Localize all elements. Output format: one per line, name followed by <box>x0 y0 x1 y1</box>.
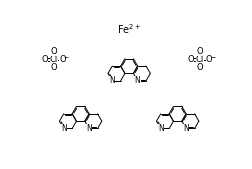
Text: −: − <box>210 54 215 59</box>
Text: O: O <box>188 55 195 64</box>
Text: O: O <box>50 47 57 56</box>
Text: O: O <box>206 55 212 64</box>
Text: Fe$^{2+}$: Fe$^{2+}$ <box>117 22 141 36</box>
Text: N: N <box>135 76 141 85</box>
Text: O: O <box>42 55 48 64</box>
Text: O: O <box>197 47 203 56</box>
Text: −: − <box>64 54 69 59</box>
Text: O: O <box>50 63 57 72</box>
Text: O: O <box>59 55 66 64</box>
Text: Cl: Cl <box>50 55 58 64</box>
Text: N: N <box>109 76 115 85</box>
Text: O: O <box>197 63 203 72</box>
Text: N: N <box>158 124 164 133</box>
Text: N: N <box>61 124 67 133</box>
Text: N: N <box>183 124 189 133</box>
Text: Cl: Cl <box>196 55 204 64</box>
Text: N: N <box>86 124 92 133</box>
